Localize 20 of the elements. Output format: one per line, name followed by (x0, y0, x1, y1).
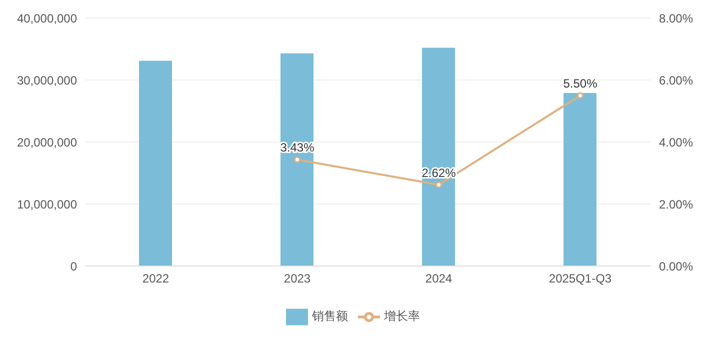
y-tick-label: 20,000,000 (16, 135, 78, 150)
y2-tick-label: 8.00% (659, 11, 694, 26)
y-tick-label: 10,000,000 (16, 197, 78, 212)
y-tick-label: 30,000,000 (16, 73, 78, 88)
y2-tick-label: 2.00% (659, 197, 694, 212)
y2-tick-label: 4.00% (659, 135, 694, 150)
data-label: 5.50% (563, 76, 598, 90)
legend-label: 销售额 (312, 309, 348, 324)
y2-tick-label: 0.00% (659, 259, 694, 274)
x-tick-label: 2022 (142, 272, 170, 286)
point (294, 156, 300, 163)
legend-label: 增长率 (384, 309, 420, 324)
x-tick-label: 2025Q1-Q3 (548, 272, 612, 286)
y-tick-label: 40,000,000 (16, 11, 78, 26)
x-tick-label: 2024 (425, 272, 452, 286)
point (436, 182, 442, 188)
x-tick-label: 2023 (284, 272, 311, 286)
point (577, 92, 584, 99)
y-tick-label: 0 (70, 259, 78, 274)
y2-tick-label: 6.00% (659, 73, 694, 88)
